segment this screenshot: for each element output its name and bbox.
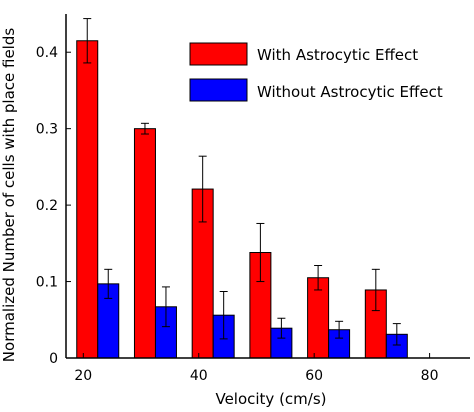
x-tick-label: 20 (74, 368, 92, 384)
error-bar-with-astrocytic-0 (83, 18, 92, 64)
y-tick-label: 0.1 (36, 275, 58, 291)
y-tick-label: 0 (49, 351, 58, 367)
legend-label-with-astrocytic: With Astrocytic Effect (257, 46, 418, 64)
y-tick-label: 0.4 (36, 45, 58, 61)
bars-layer (76, 18, 408, 359)
error-bar-without-astrocytic-2 (219, 290, 228, 340)
error-bar-without-astrocytic-0 (104, 268, 113, 299)
error-bar-without-astrocytic-3 (277, 317, 286, 339)
bar-with-astrocytic-0 (76, 40, 99, 359)
x-tick-label: 60 (305, 368, 323, 384)
y-tick-label: 0.2 (36, 198, 58, 214)
error-bar-with-astrocytic-5 (371, 268, 380, 312)
error-bar-with-astrocytic-3 (256, 222, 265, 283)
x-tick-label: 40 (190, 368, 208, 384)
y-axis-label: Normalized Number of cells with place fi… (0, 28, 18, 363)
bar-with-astrocytic-1 (133, 128, 156, 359)
legend: With Astrocytic Effect Without Astrocyti… (189, 42, 443, 102)
x-tick-label: 80 (421, 368, 439, 384)
error-bar-without-astrocytic-5 (392, 323, 401, 346)
y-tick-label: 0.3 (36, 122, 58, 138)
legend-label-without-astrocytic: Without Astrocytic Effect (257, 83, 443, 101)
error-bar-with-astrocytic-4 (314, 265, 323, 291)
axes-layer (65, 14, 470, 359)
error-bar-with-astrocytic-1 (140, 122, 149, 135)
x-axis-label: Velocity (cm/s) (215, 390, 326, 408)
ticks-layer: 0 0.1 0.2 0.3 0.4 20 40 60 80 (36, 45, 439, 384)
legend-swatch-with-astrocytic (189, 42, 248, 66)
error-bar-without-astrocytic-1 (161, 286, 170, 328)
legend-swatch-without-astrocytic (189, 78, 248, 102)
error-bar-without-astrocytic-4 (335, 320, 344, 339)
error-bar-with-astrocytic-2 (198, 155, 207, 223)
